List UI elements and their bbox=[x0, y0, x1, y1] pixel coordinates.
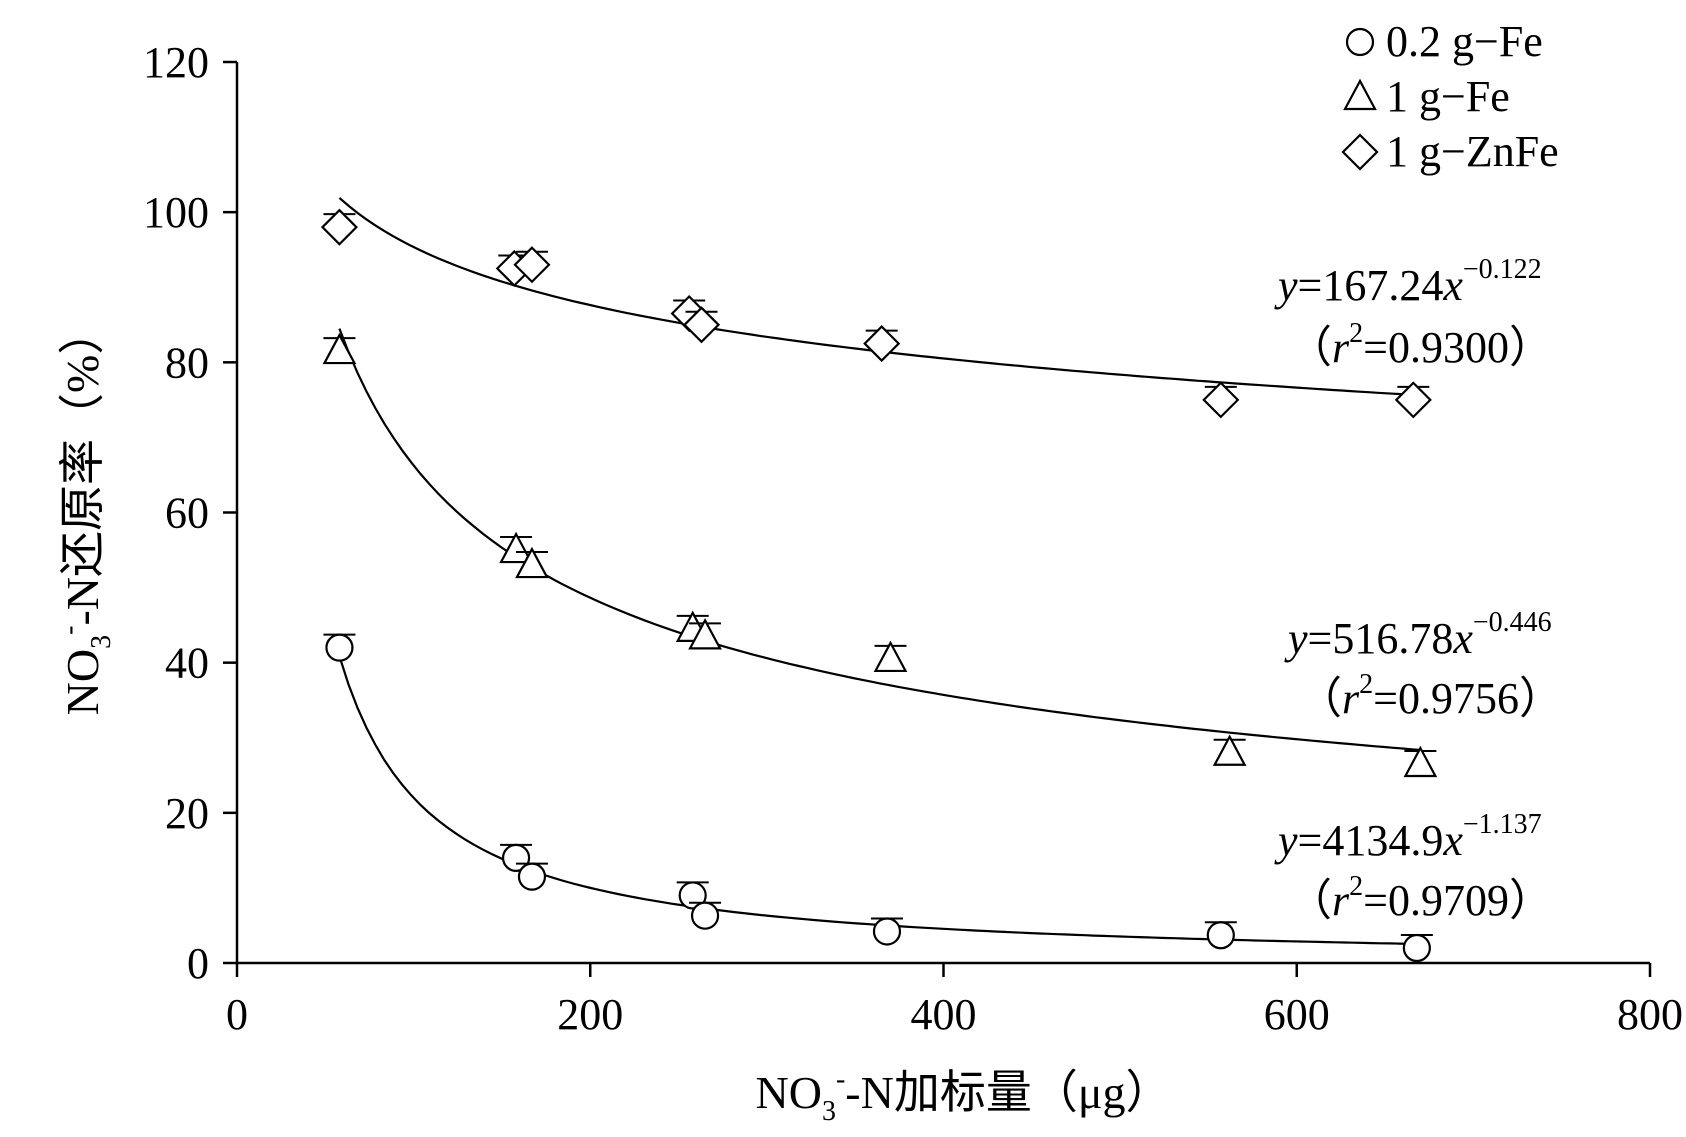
equation-r2: （r2=0.9709） bbox=[1288, 871, 1553, 925]
y-tick-label: 20 bbox=[165, 789, 209, 838]
data-point-diamond bbox=[513, 246, 551, 284]
legend-label: 1 g−ZnFe bbox=[1386, 127, 1559, 176]
fit-curves bbox=[338, 197, 1421, 945]
data-point-diamond bbox=[682, 306, 721, 344]
y-axis-title: NO3--N还原率（%） bbox=[54, 309, 117, 716]
y-tick-label: 40 bbox=[165, 639, 209, 688]
y-tick-label: 0 bbox=[187, 939, 209, 988]
data-point-triangle bbox=[322, 332, 357, 365]
y-tick-label: 60 bbox=[165, 489, 209, 538]
data-point-triangle bbox=[1403, 745, 1438, 778]
data-point-diamond bbox=[863, 325, 901, 363]
equation-formula: y=167.24x−0.122 bbox=[1274, 254, 1542, 310]
y-tick-label: 80 bbox=[165, 338, 209, 387]
equations: y=4134.9x−1.137 （r2=0.9709） y=516.78x−0.44… bbox=[1274, 254, 1563, 925]
x-tick-label: 0 bbox=[226, 990, 248, 1039]
axes: 0 20 40 60 80 100 120 0 200 400 600 800 NO3--N加标量（μg… bbox=[54, 38, 1683, 1127]
equation-formula: y=516.78x−0.446 bbox=[1284, 607, 1552, 663]
x-tick-label: 800 bbox=[1617, 990, 1683, 1039]
legend-label: 1 g−Fe bbox=[1386, 72, 1510, 121]
data-point-circle bbox=[690, 901, 720, 930]
data-point-triangle bbox=[1212, 734, 1247, 766]
legend-marker-diamond bbox=[1341, 133, 1379, 171]
data-point-triangle bbox=[499, 531, 533, 564]
y-tick-label: 120 bbox=[143, 38, 209, 87]
equation-r2: （r2=0.9756） bbox=[1298, 669, 1563, 723]
x-axis-title: NO3--N加标量（μg） bbox=[756, 1064, 1172, 1127]
data-point-triangle bbox=[873, 640, 908, 673]
x-tick-label: 400 bbox=[911, 990, 977, 1039]
data-point-triangle bbox=[688, 618, 722, 650]
fit-curve-1 bbox=[338, 328, 1421, 752]
legend-marker-circle bbox=[1345, 27, 1375, 57]
data-point-diamond bbox=[1394, 381, 1432, 419]
data-points bbox=[320, 208, 1438, 963]
x-tick-label: 200 bbox=[557, 990, 623, 1039]
y-tick-label: 100 bbox=[143, 188, 209, 237]
equation-r2: （r2=0.9300） bbox=[1288, 318, 1553, 372]
data-point-circle bbox=[872, 917, 902, 946]
data-point-circle bbox=[325, 633, 354, 662]
data-point-diamond bbox=[1202, 381, 1240, 419]
data-point-circle bbox=[517, 862, 547, 891]
data-point-diamond bbox=[320, 208, 358, 246]
data-point-circle bbox=[1206, 921, 1235, 950]
x-tick-label: 600 bbox=[1264, 990, 1330, 1039]
legend-label: 0.2 g−Fe bbox=[1386, 17, 1543, 66]
data-point-circle bbox=[1402, 933, 1431, 963]
legend-marker-triangle bbox=[1343, 78, 1377, 111]
fit-curve-2 bbox=[338, 197, 1414, 396]
data-point-triangle bbox=[515, 546, 549, 579]
fit-curve-0 bbox=[338, 655, 1417, 945]
equation-formula: y=4134.9x−1.137 bbox=[1274, 809, 1542, 865]
legend: 0.2 g−Fe 1 g−Fe 1 g−ZnFe bbox=[1341, 17, 1559, 176]
